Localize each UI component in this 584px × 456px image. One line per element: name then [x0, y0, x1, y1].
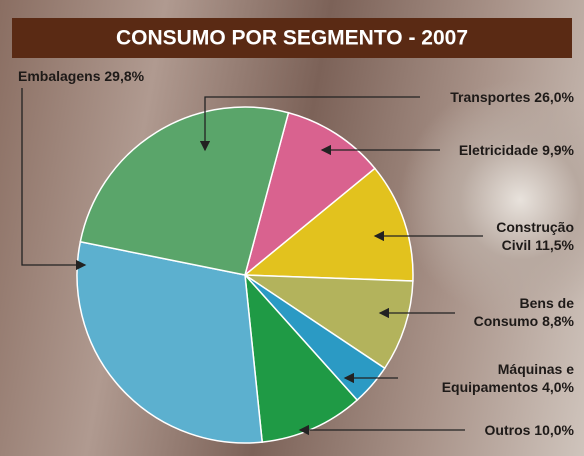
slice-label: Eletricidade 9,9% [414, 141, 574, 159]
value-label: 26,0% [534, 89, 574, 105]
category-label: Outros [485, 422, 531, 438]
slice-label: Transportes 26,0% [394, 88, 574, 106]
slice-label: Bens de Consumo 8,8% [464, 294, 574, 330]
value-label: 11,5% [535, 237, 574, 253]
slice-label: Máquinas e Equipamentos 4,0% [424, 360, 574, 396]
category-label: Transportes [450, 89, 530, 105]
leader-arrow [22, 88, 85, 265]
chart-title: CONSUMO POR SEGMENTO - 2007 [116, 27, 468, 50]
value-label: 29,8% [104, 68, 144, 84]
value-label: 4,0% [542, 379, 574, 395]
slice-label: Construção Civil 11,5% [479, 218, 574, 254]
category-label: Eletricidade [459, 142, 538, 158]
slice-label: Embalagens 29,8% [18, 67, 218, 85]
value-label: 9,9% [542, 142, 574, 158]
chart: CONSUMO POR SEGMENTO - 2007 Eletricidade… [0, 0, 584, 456]
category-label: Embalagens [18, 68, 100, 84]
value-label: 8,8% [542, 313, 574, 329]
slice-label: Outros 10,0% [444, 421, 574, 439]
value-label: 10,0% [534, 422, 574, 438]
